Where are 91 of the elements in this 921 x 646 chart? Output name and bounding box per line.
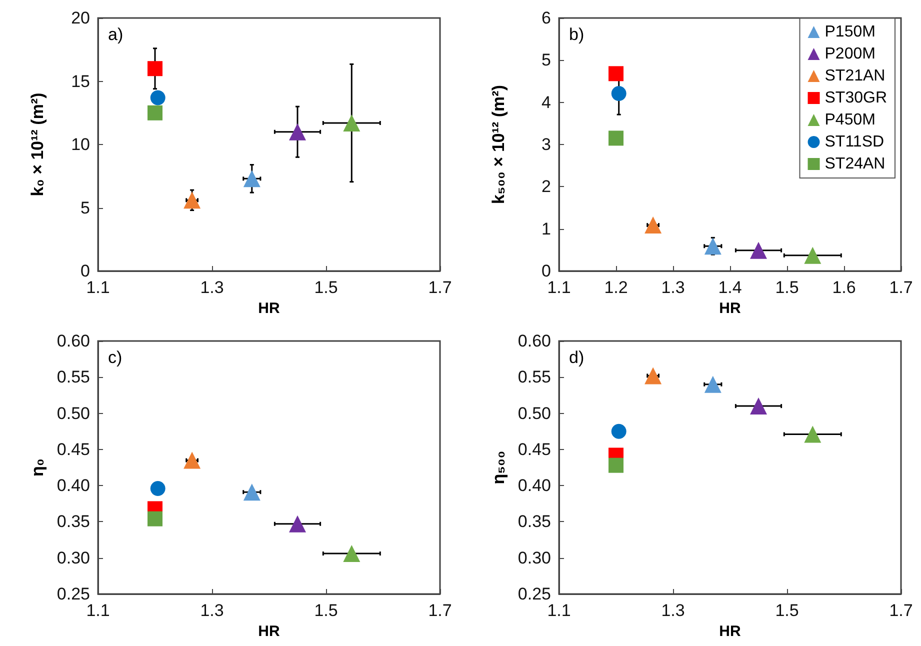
x-axis-title: HR [258, 300, 280, 317]
y-tick-label: 0.55 [518, 368, 551, 387]
x-tick-label: 1.2 [604, 278, 628, 297]
y-tick-label: 0.30 [56, 548, 90, 568]
y-tick-label: 10 [71, 135, 90, 154]
legend-label: P450M [824, 112, 876, 128]
y-axis-title: η₀ [28, 458, 47, 477]
y-tick-label: 0.35 [518, 512, 551, 532]
x-tick-label: 1.7 [889, 278, 913, 297]
point [243, 170, 260, 188]
point [644, 216, 662, 234]
point [184, 192, 201, 209]
y-tick-label: 15 [71, 72, 90, 91]
legend-label: ST24AN [824, 156, 886, 172]
point [608, 458, 624, 473]
y-tick-label: 1 [542, 219, 551, 238]
point [644, 367, 662, 384]
point [243, 484, 260, 501]
x-tick-label: 1.1 [547, 601, 571, 620]
point [343, 545, 360, 562]
legend-label: P150M [824, 24, 876, 40]
point [184, 452, 201, 469]
y-tick-label: 5 [80, 198, 90, 218]
x-tick-label: 1.3 [200, 278, 224, 297]
y-tick-label: 0.50 [56, 404, 90, 423]
annotation: b) [569, 25, 584, 44]
point [611, 424, 626, 439]
y-tick-label: 4 [542, 92, 551, 112]
x-tick-label: 1.7 [428, 278, 452, 297]
y-tick-label: 0.30 [518, 548, 551, 568]
y-tick-label: 5 [542, 50, 551, 70]
annotation: a) [108, 25, 124, 44]
legend-label: ST30GR [824, 90, 888, 106]
y-tick-label: 3 [542, 135, 551, 154]
y-tick-label: 0.25 [56, 584, 90, 604]
x-tick-label: 1.1 [86, 278, 110, 297]
point [704, 376, 722, 393]
x-tick-label: 1.5 [775, 278, 799, 297]
point [608, 66, 624, 82]
x-axis-title: HR [719, 300, 741, 317]
point [611, 86, 626, 101]
x-tick-label: 1.3 [661, 601, 685, 620]
annotation: d) [569, 348, 584, 367]
x-tick-label: 1.1 [547, 278, 571, 297]
y-tick-label: 0.45 [56, 440, 90, 459]
y-tick-label: 0.60 [56, 332, 90, 350]
point [804, 426, 822, 443]
y-axis-title: k₀ × 10¹² (m²) [28, 92, 47, 196]
point [150, 480, 166, 496]
point [343, 114, 360, 132]
y-tick-label: 0.45 [518, 440, 551, 459]
y-axis-title: k₅₀₀ × 10¹² (m²) [489, 85, 508, 204]
x-tick-label: 1.3 [661, 278, 685, 297]
point [289, 515, 306, 532]
point [289, 123, 306, 140]
y-tick-label: 2 [542, 177, 551, 196]
point [148, 105, 162, 120]
y-axis-title: η₅₀₀ [489, 450, 508, 484]
x-axis-title: HR [719, 622, 741, 640]
y-tick-label: 0.25 [518, 584, 551, 604]
point [150, 90, 166, 106]
point [750, 398, 767, 415]
x-tick-label: 1.5 [314, 601, 338, 620]
point [608, 130, 624, 146]
legend-label: ST21AN [824, 68, 886, 84]
y-tick-label: 0.50 [518, 404, 551, 423]
x-tick-label: 1.7 [428, 601, 452, 620]
y-tick-label: 0.40 [56, 476, 90, 496]
y-tick-label: 0.55 [56, 368, 90, 387]
annotation: c) [108, 348, 122, 367]
y-tick-label: 0.35 [56, 512, 90, 532]
y-tick-label: 0 [542, 262, 551, 280]
point [148, 511, 162, 526]
x-tick-label: 1.4 [718, 278, 742, 297]
point [750, 242, 767, 259]
legend-label: P200M [824, 46, 876, 62]
y-tick-label: 0.40 [518, 476, 551, 496]
y-tick-label: 0 [80, 262, 90, 280]
y-tick-label: 6 [542, 8, 551, 28]
x-tick-label: 1.5 [775, 601, 799, 620]
legend-label: ST11SD [824, 134, 884, 150]
x-tick-label: 1.3 [200, 601, 224, 620]
y-tick-label: 20 [71, 8, 90, 28]
point [148, 61, 162, 76]
x-tick-label: 1.5 [314, 278, 338, 297]
y-tick-label: 0.60 [518, 332, 551, 350]
x-tick-label: 1.1 [86, 601, 110, 620]
x-tick-label: 1.6 [832, 278, 856, 297]
point [804, 246, 822, 264]
x-tick-label: 1.7 [889, 601, 913, 620]
x-axis-title: HR [258, 622, 280, 640]
